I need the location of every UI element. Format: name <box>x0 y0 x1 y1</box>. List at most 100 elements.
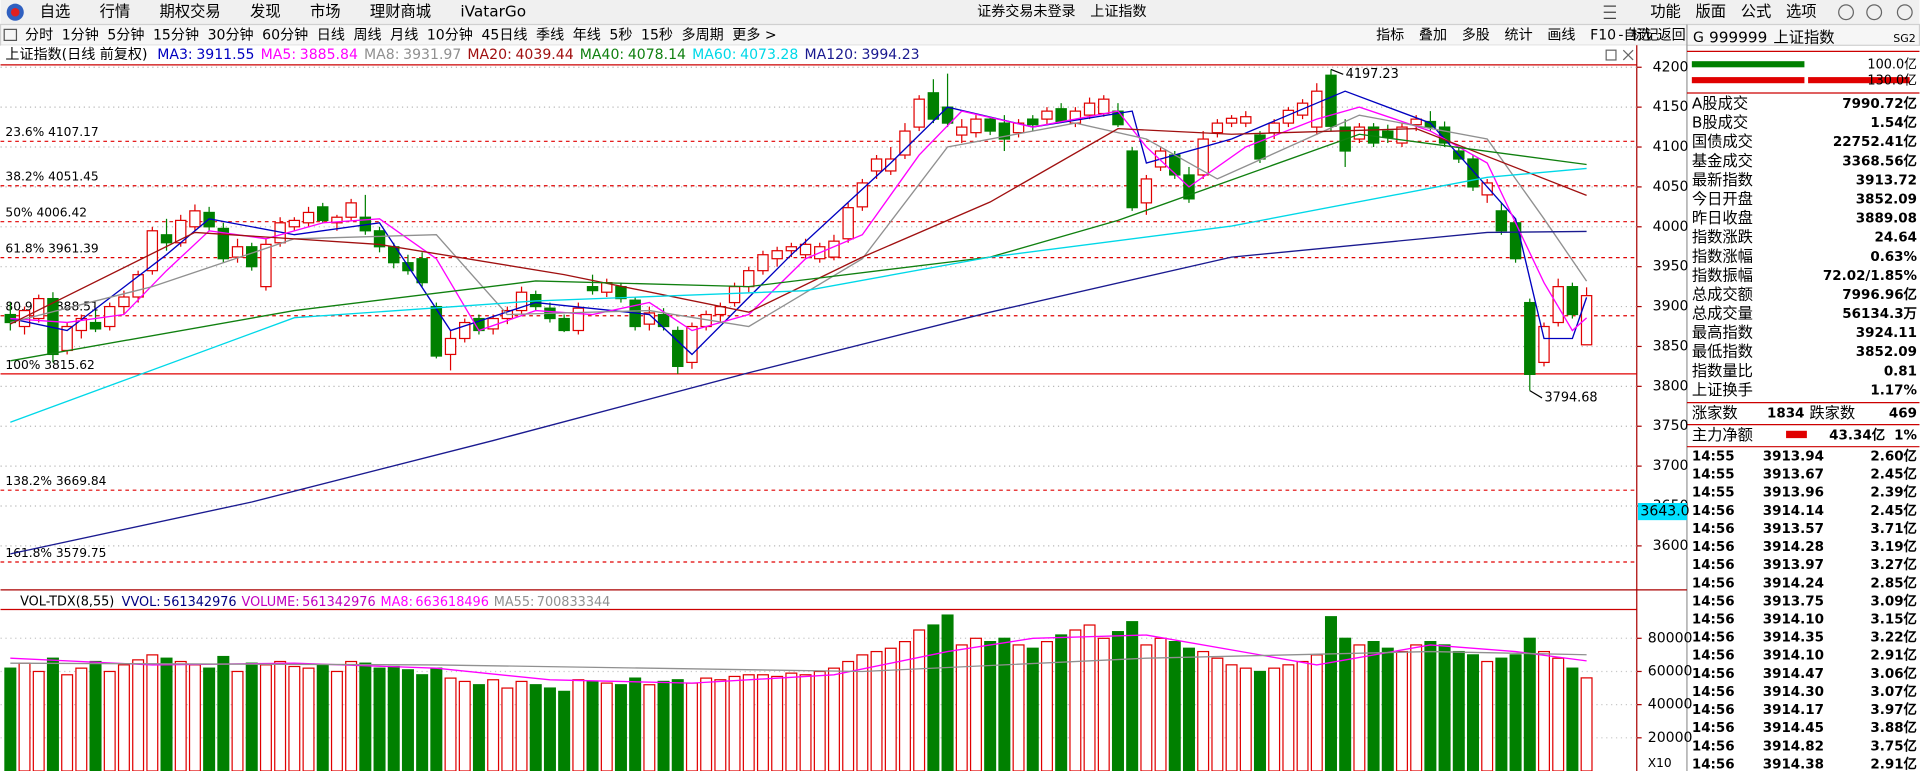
fib-label: 61.8% 3961.39 <box>5 242 98 256</box>
menu-item[interactable]: 公式 <box>1741 3 1772 21</box>
volume-bar <box>1452 650 1465 771</box>
period-tab[interactable]: 月线 <box>390 27 418 43</box>
market-icon: G <box>1693 30 1704 46</box>
menu-item[interactable]: 功能 <box>1650 3 1681 21</box>
candle-body <box>771 250 783 260</box>
period-tab[interactable]: 季线 <box>536 27 564 43</box>
menu-item[interactable]: 自选 <box>40 3 71 21</box>
volume-bar <box>969 637 982 771</box>
candle-body <box>288 219 301 228</box>
period-tab[interactable]: 10分钟 <box>427 26 473 43</box>
volume-bar <box>1055 634 1068 771</box>
period-tab[interactable]: 年线 <box>573 27 601 43</box>
menu-item[interactable]: 版面 <box>1695 3 1726 21</box>
period-tab[interactable]: 60分钟 <box>262 26 308 43</box>
menu-item[interactable]: 理财商城 <box>370 3 431 21</box>
menu-item[interactable]: 选项 <box>1786 3 1817 21</box>
legend-entry: MA8: 3931.97 <box>364 47 461 63</box>
candle-body <box>1027 118 1039 126</box>
tool-button[interactable]: 画线 <box>1547 27 1575 43</box>
candle-body <box>1538 325 1550 364</box>
legend-value: 3994.23 <box>861 47 919 63</box>
period-tab[interactable]: 5分钟 <box>107 26 144 43</box>
period-tab[interactable]: 5秒 <box>609 27 632 43</box>
volume-bar <box>927 624 940 771</box>
stat-label: 国债成交 <box>1692 133 1753 151</box>
volume-bar <box>103 670 116 771</box>
tool-button[interactable]: 标记 <box>1631 27 1659 43</box>
candle-body <box>33 297 45 320</box>
tick-time: 14:55 <box>1692 468 1735 483</box>
tool-button[interactable]: 统计 <box>1505 27 1533 43</box>
volume-bar <box>614 684 627 771</box>
candle-body <box>828 240 840 258</box>
candle-body <box>317 206 329 222</box>
period-tab[interactable]: 30分钟 <box>208 26 254 43</box>
flow-bar <box>1786 430 1807 439</box>
candle-body <box>246 246 258 268</box>
period-tab[interactable]: 15秒 <box>641 27 673 43</box>
volume-bar <box>32 670 45 771</box>
tick-price: 3914.47 <box>1763 667 1824 682</box>
stat-value: 3913.72 <box>1856 173 1917 188</box>
stat-value: 0.81 <box>1884 364 1917 379</box>
legend-entry: MA60: 4073.28 <box>692 47 798 63</box>
volume-bar <box>1367 641 1380 771</box>
minimize-button[interactable] <box>1838 4 1854 21</box>
stat-label: 今日开盘 <box>1692 190 1753 208</box>
back-button[interactable]: 返回 <box>1658 27 1686 43</box>
volume-bar <box>543 687 556 771</box>
y-tick-label: 4100 <box>1653 139 1689 155</box>
volume-bar <box>1523 637 1536 771</box>
volume-bar <box>1509 654 1522 771</box>
close-icon[interactable] <box>1622 49 1634 61</box>
tick-price: 3914.82 <box>1763 739 1824 754</box>
period-tab[interactable]: 15分钟 <box>153 26 199 43</box>
volume-bar <box>671 679 684 771</box>
period-tab[interactable]: 周线 <box>353 27 381 43</box>
watchlist-button[interactable]: -自选 <box>1618 27 1651 43</box>
tick-amount: 3.97亿 <box>1870 701 1917 718</box>
period-tab[interactable]: 45日线 <box>481 27 527 43</box>
menu-item[interactable]: 期权交易 <box>160 3 221 21</box>
volume-bar <box>586 680 599 771</box>
candle-body <box>856 182 869 208</box>
cursor-label: 3643.0 <box>1640 504 1689 520</box>
window-icon[interactable] <box>1605 49 1617 61</box>
volume-bar <box>160 657 173 771</box>
tick-amount: 3.06亿 <box>1870 665 1917 682</box>
volume-bar <box>89 660 102 771</box>
annotation-arrow <box>1330 68 1344 75</box>
candle-body <box>615 286 627 300</box>
menu-item[interactable]: 发现 <box>250 3 281 21</box>
menu-item[interactable]: 行情 <box>100 3 131 21</box>
period-tab[interactable]: 多周期 <box>682 26 724 43</box>
tool-button[interactable]: 指标 <box>1376 27 1404 43</box>
period-tab[interactable]: 分时 <box>25 27 53 43</box>
volume-bar <box>813 670 826 771</box>
tick-price: 3914.30 <box>1763 685 1824 700</box>
menu-item[interactable]: iVatarGo <box>460 3 526 21</box>
tick-time: 14:56 <box>1692 685 1735 700</box>
close-button[interactable] <box>1896 4 1913 21</box>
volume-bar <box>870 650 883 771</box>
volume-bar <box>1111 631 1124 771</box>
panel-toggle[interactable] <box>3 28 18 41</box>
candle-body <box>728 286 741 304</box>
tool-button[interactable]: 多股 <box>1462 26 1490 43</box>
tool-button[interactable]: 叠加 <box>1419 27 1447 43</box>
candle-body <box>1467 158 1479 188</box>
maximize-button[interactable] <box>1866 4 1883 21</box>
menu-item[interactable]: 市场 <box>310 3 341 21</box>
legend-name: MA60: <box>692 47 736 63</box>
period-tab[interactable]: 更多 > <box>732 26 776 43</box>
volume-bar <box>529 684 542 771</box>
status-text: 证券交易未登录 <box>977 3 1075 20</box>
volume-bar <box>288 665 301 771</box>
tool-button[interactable]: F10 <box>1590 27 1616 43</box>
period-tab[interactable]: 1分钟 <box>62 26 99 43</box>
volume-bar <box>558 690 571 771</box>
period-tab[interactable]: 日线 <box>317 27 345 43</box>
volume-bar <box>714 679 727 771</box>
menu-icon[interactable] <box>1603 5 1616 19</box>
